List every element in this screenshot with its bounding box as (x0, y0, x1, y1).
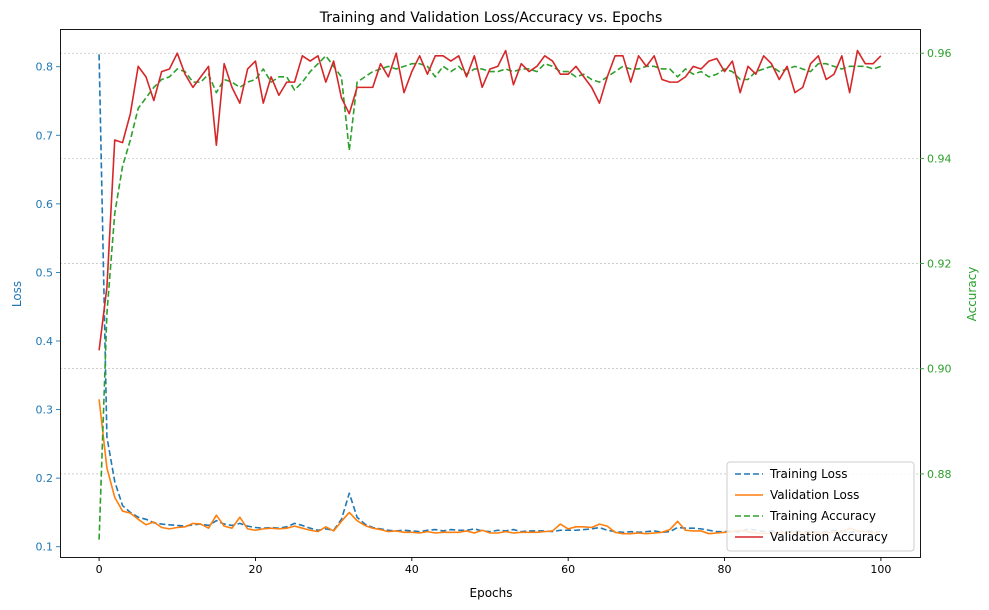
y-right-tick-label: 0.92 (927, 258, 952, 271)
legend-label-validation-accuracy: Validation Accuracy (770, 530, 888, 544)
y-right-tick-label: 0.90 (927, 363, 952, 376)
y-left-tick-label: 0.4 (36, 335, 54, 348)
y-right-tick-label: 0.94 (927, 152, 952, 165)
x-tick-label: 0 (96, 563, 103, 576)
y-axis-left-label: Loss (10, 281, 24, 307)
y-left-tick-label: 0.7 (36, 129, 54, 142)
x-tick-label: 20 (248, 563, 262, 576)
legend-label-training-accuracy: Training Accuracy (769, 509, 876, 523)
y-left-tick-label: 0.1 (36, 541, 54, 554)
plot-frame (60, 29, 921, 558)
series-line-validation-accuracy (98, 49, 882, 351)
y-left-tick-label: 0.8 (36, 61, 54, 74)
legend-box (726, 461, 915, 552)
y-right-tick-label: 0.88 (927, 468, 952, 481)
x-tick-label: 100 (870, 563, 891, 576)
y-left-tick-label: 0.6 (36, 198, 54, 211)
legend-label-training-loss: Training Loss (769, 467, 847, 481)
x-tick-label: 60 (561, 563, 575, 576)
series-line-training-loss (98, 54, 881, 534)
x-axis: 0 20 40 60 80 100 (96, 557, 891, 576)
y-left-tick-label: 0.5 (36, 266, 54, 279)
x-axis-label: Epochs (470, 586, 513, 600)
legend-label-validation-loss: Validation Loss (770, 488, 859, 502)
x-tick-label: 80 (718, 563, 732, 576)
y-left-tick-label: 0.3 (36, 404, 54, 417)
chart-title: Training and Validation Loss/Accuracy vs… (319, 10, 663, 26)
y-axis-right-label: Accuracy (965, 267, 979, 322)
legend: Training Loss Validation Loss Training Acc… (726, 461, 915, 552)
y-axis-left: 0.1 0.2 0.3 0.4 0.5 0.6 0.7 0.8 (36, 61, 60, 554)
x-tick-label: 40 (405, 563, 419, 576)
y-left-tick-label: 0.2 (36, 472, 54, 485)
y-axis-right: 0.88 0.90 0.92 0.94 0.96 (920, 47, 952, 481)
y-right-tick-label: 0.96 (927, 47, 952, 60)
